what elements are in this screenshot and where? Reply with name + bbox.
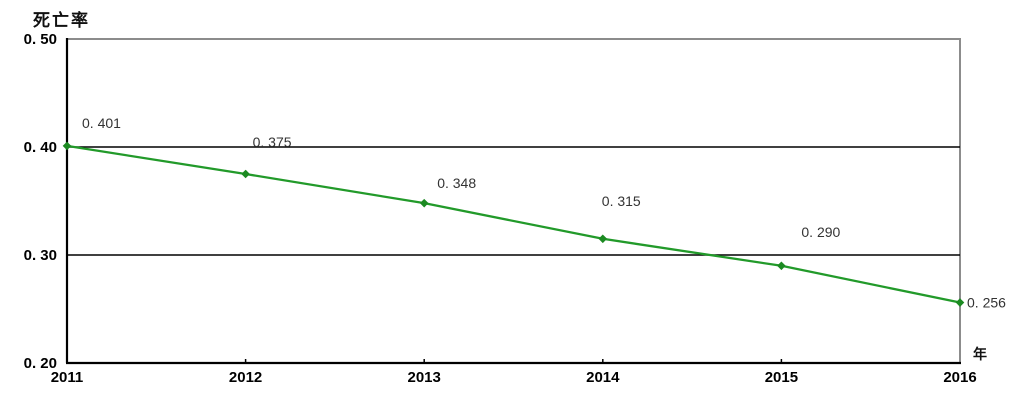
data-point-marker xyxy=(419,198,429,208)
series-line xyxy=(66,144,961,304)
x-tick-label: 2015 xyxy=(765,369,798,386)
x-tick-label: 2012 xyxy=(229,369,262,386)
data-point-marker xyxy=(777,261,786,271)
y-tick-label: 0. 50 xyxy=(24,31,57,48)
x-tick-label: 2016 xyxy=(943,369,976,386)
data-point-marker xyxy=(241,169,250,179)
y-tick-label: 0. 30 xyxy=(24,247,57,264)
x-axis-unit-label: 年 xyxy=(973,346,987,362)
data-point-marker xyxy=(62,141,72,151)
data-point-label: 0. 375 xyxy=(253,134,292,150)
data-point-marker xyxy=(598,234,608,244)
data-point-label: 0. 256 xyxy=(967,295,1006,311)
y-axis-title: 死亡率 xyxy=(33,11,90,30)
data-point-marker xyxy=(955,298,965,307)
data-point-label: 0. 290 xyxy=(801,224,840,240)
x-tick-label: 2011 xyxy=(51,369,84,386)
data-point-label: 0. 348 xyxy=(437,175,476,191)
x-tick-label: 2013 xyxy=(408,369,441,386)
x-tick-label: 2014 xyxy=(586,369,620,386)
y-tick-label: 0. 20 xyxy=(24,355,57,372)
data-point-label: 0. 401 xyxy=(82,115,121,131)
y-tick-label: 0. 40 xyxy=(24,139,57,156)
data-point-label: 0. 315 xyxy=(602,193,641,209)
